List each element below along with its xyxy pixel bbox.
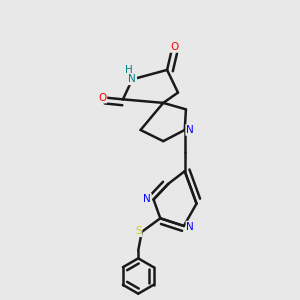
Text: N: N [186, 125, 194, 135]
Text: H: H [125, 65, 133, 76]
Text: N: N [187, 222, 194, 232]
Text: O: O [98, 93, 106, 103]
Text: O: O [170, 42, 178, 52]
Text: N: N [143, 194, 151, 204]
Text: N: N [128, 74, 136, 84]
Text: S: S [135, 226, 142, 236]
